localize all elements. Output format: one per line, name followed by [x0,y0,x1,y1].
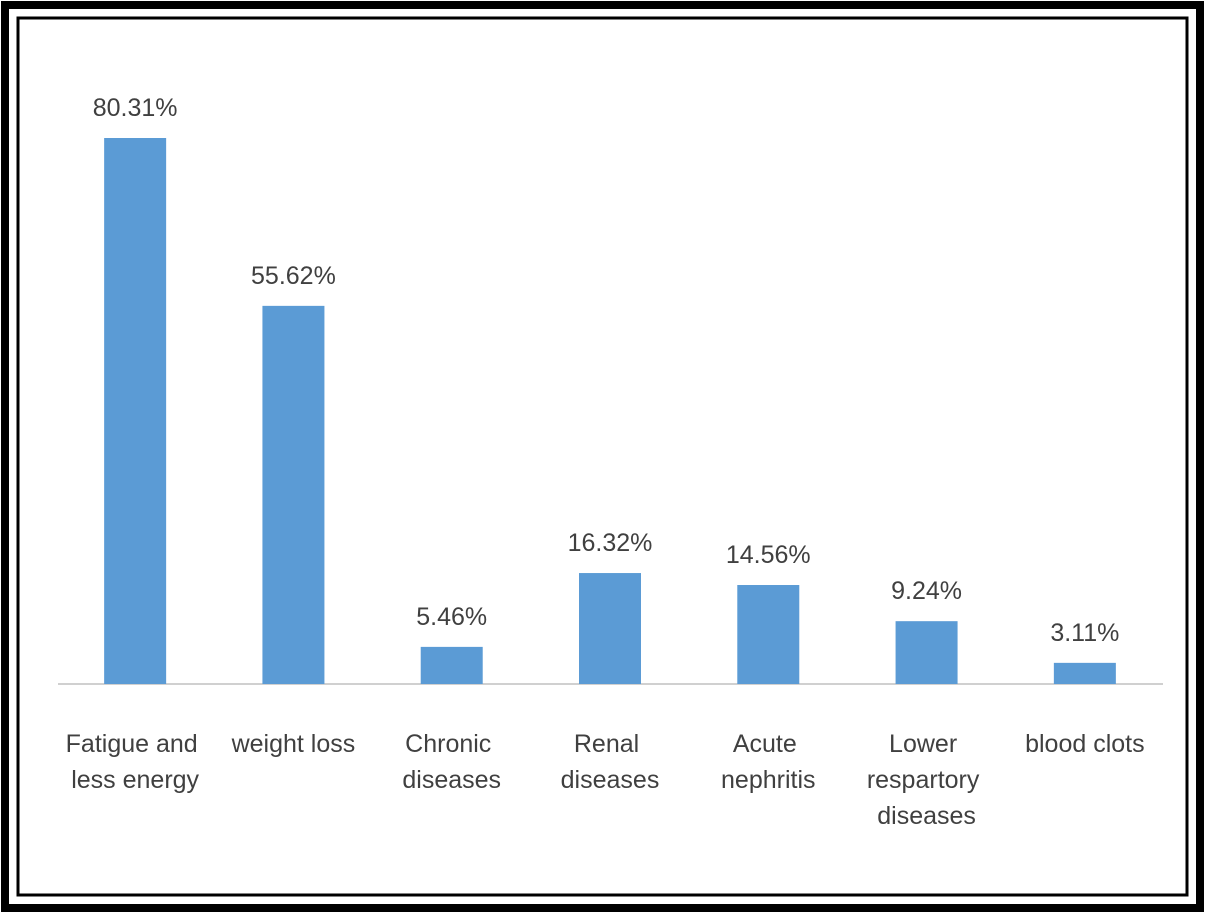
x-tick-label: Chronic diseases [402,730,501,794]
bar [895,621,958,684]
bar [104,138,167,684]
value-label: 3.11% [1050,619,1119,647]
x-tick-label: Fatigue and less energy [66,730,205,794]
inner-frame [16,16,1189,897]
value-label: 55.62% [251,262,336,290]
x-tick-label: Lower respartory diseases [867,730,986,830]
value-label: 14.56% [726,541,811,569]
bar [1053,662,1116,684]
x-tick-label: weight loss [231,730,356,758]
x-tick-label: Renal diseases [561,730,660,794]
value-label: 5.46% [416,603,487,631]
bar [420,646,483,684]
bar [737,585,800,684]
value-label: 16.32% [568,529,653,557]
x-tick-label: Acute nephritis [721,730,816,794]
x-tick-label: blood clots [1025,730,1145,758]
value-label: 9.24% [891,577,962,605]
value-label: 80.31% [93,94,178,122]
bar [262,305,325,684]
bar [579,573,641,684]
